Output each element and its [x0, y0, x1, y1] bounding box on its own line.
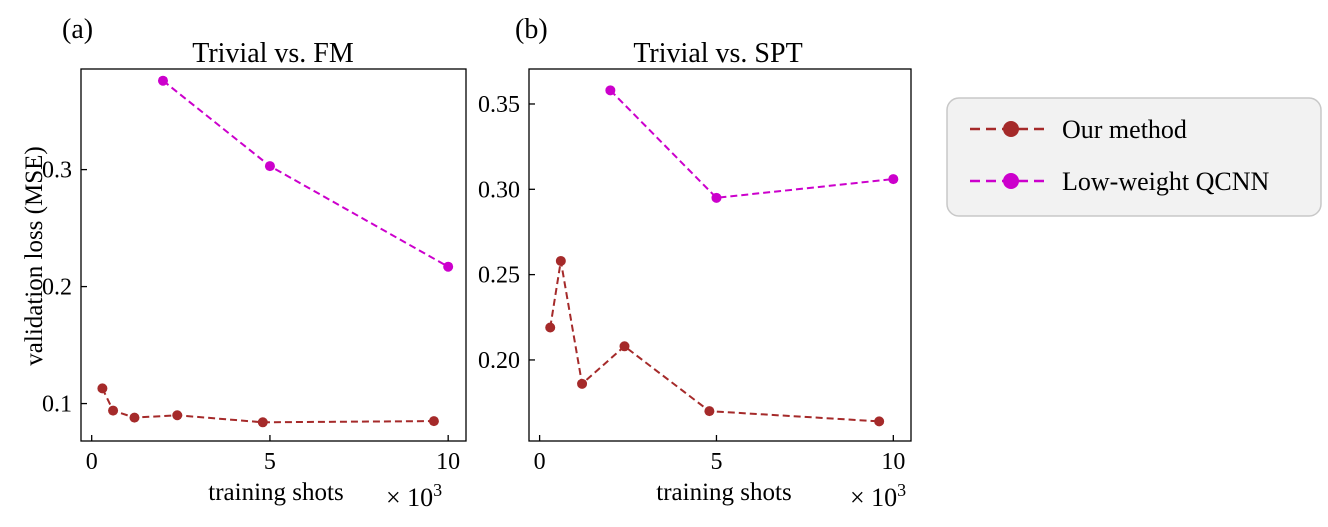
panel-b-point-our-method [545, 322, 556, 333]
panel-a-xtick-label: 10 [436, 449, 460, 475]
panel-b-xtick-label: 0 [534, 449, 546, 475]
panel-a-frame [80, 68, 467, 442]
panel-a-point-our-method [129, 412, 140, 423]
panel-b-point-low-weight-qcnn [605, 85, 616, 96]
panel-b-point-low-weight-qcnn [711, 192, 722, 203]
legend-entry-our-method: Our method [970, 115, 1187, 144]
panel-b-title: Trivial vs. SPT [633, 38, 802, 69]
panel-b-ytick-label: 0.35 [478, 92, 520, 118]
panel-a-xmultiplier: × 103 [386, 480, 442, 512]
panel-a: (a) Trivial vs. FM validation loss (MSE)… [21, 14, 467, 512]
panel-a-point-our-method [257, 417, 268, 428]
panel-a-ytick-label: 0.3 [42, 158, 72, 184]
panel-b-point-our-method [874, 416, 885, 427]
legend-label-our-method: Our method [1062, 115, 1187, 144]
panel-a-ticks: 0 5 10 0.1 0.2 0.3 [42, 158, 460, 475]
panel-a-point-our-method [172, 410, 183, 421]
panel-b-ytick-label: 0.30 [478, 177, 520, 203]
panel-b-xlabel: training shots [656, 479, 791, 506]
panel-a-point-low-weight-qcnn [157, 75, 168, 86]
panel-b-ticks: 0 5 10 0.20 0.25 0.30 0.35 [478, 92, 905, 475]
panel-b-series-line-our-method [549, 260, 880, 423]
panel-a-ylabel: validation loss (MSE) [21, 146, 48, 365]
panel-b-point-our-method [619, 341, 630, 352]
panel-b-series [545, 85, 899, 427]
panel-a-ytick-label: 0.1 [42, 392, 72, 418]
panel-a-point-our-method [97, 383, 108, 394]
panel-b-xtick-label: 10 [881, 449, 905, 475]
legend-label-low-weight-qcnn: Low-weight QCNN [1062, 167, 1269, 196]
legend-marker-low-weight-qcnn [1003, 173, 1019, 189]
panel-b-point-low-weight-qcnn [888, 174, 899, 185]
panel-a-series [97, 75, 454, 428]
panel-b-xmultiplier: × 103 [850, 480, 906, 512]
legend: Our method Low-weight QCNN [946, 97, 1322, 217]
panel-b-point-our-method [555, 255, 566, 266]
panel-b-ytick-label: 0.25 [478, 263, 520, 289]
panel-b-frame [528, 68, 912, 442]
panel-b-label: (b) [515, 14, 548, 45]
panel-a-point-low-weight-qcnn [264, 161, 275, 172]
panel-b-xtick-label: 5 [710, 449, 722, 475]
panel-b: (b) Trivial vs. SPT training shots × 103… [478, 14, 912, 512]
panel-b-point-our-method [704, 406, 715, 417]
panel-a-xtick-label: 5 [264, 449, 276, 475]
panel-a-title: Trivial vs. FM [192, 38, 354, 69]
panel-a-xlabel: training shots [208, 479, 343, 506]
panel-a-label: (a) [62, 14, 93, 45]
panel-a-point-our-method [108, 405, 119, 416]
panel-a-series-line-our-method [101, 387, 434, 424]
panel-b-ytick-label: 0.20 [478, 348, 520, 374]
panel-a-point-our-method [428, 416, 439, 427]
legend-entry-low-weight-qcnn: Low-weight QCNN [970, 167, 1269, 196]
panel-a-point-low-weight-qcnn [443, 261, 454, 272]
panel-b-series-line-low-weight-qcnn [609, 89, 894, 199]
panel-b-point-our-method [577, 378, 588, 389]
legend-marker-our-method [1003, 121, 1019, 137]
panel-a-xtick-label: 0 [86, 449, 98, 475]
legend-box [946, 97, 1322, 217]
panel-a-series-line-low-weight-qcnn [162, 79, 449, 268]
panel-a-ytick-label: 0.2 [42, 275, 72, 301]
